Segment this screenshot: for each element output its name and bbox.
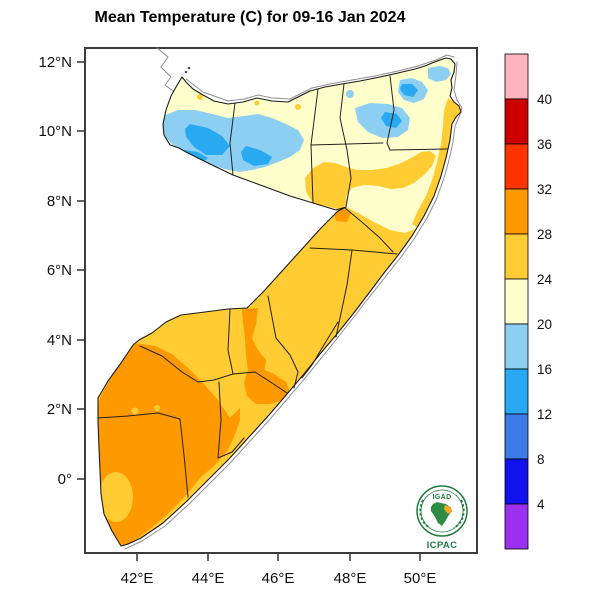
lat-label: 8°N — [47, 193, 72, 210]
temperature-fill-layers — [98, 58, 461, 546]
igad-icpac-logo: IGAD ICPAC — [416, 485, 468, 551]
islet-dot — [184, 70, 188, 74]
lon-label: 46°E — [262, 570, 295, 587]
fill-midblue-cape-b — [400, 84, 418, 97]
fill-orange-stripe — [242, 308, 266, 380]
lat-label: 2°N — [47, 401, 72, 418]
colorbar-label: 24 — [537, 272, 553, 287]
admin-line — [310, 142, 384, 146]
lon-label: 48°E — [334, 570, 367, 587]
admin-line — [344, 207, 394, 253]
fill-gold-dot — [197, 94, 203, 100]
fill-lightblue-east — [355, 103, 410, 138]
colorbar-segment — [504, 188, 529, 235]
admin-line — [232, 371, 288, 394]
colorbar-segment — [504, 143, 529, 190]
colorbar-label: 32 — [537, 182, 552, 197]
colorbar-segment — [504, 53, 529, 100]
fill-lightblue-dot — [346, 90, 354, 98]
colorbar-segment — [504, 98, 529, 145]
logo-igad-text: IGAD — [432, 494, 451, 501]
colorbar-segment — [504, 458, 529, 505]
lat-label: 12°N — [38, 54, 72, 71]
admin-line — [339, 83, 352, 208]
lat-label: 10°N — [38, 123, 72, 140]
fill-midblue-west-a — [185, 124, 230, 155]
admin-line — [386, 75, 395, 144]
lon-label: 44°E — [192, 570, 225, 587]
colorbar-label: 4 — [537, 497, 545, 512]
colorbar-label: 8 — [537, 452, 545, 467]
fill-orange-southwest — [98, 343, 240, 545]
lon-axis — [136, 553, 421, 561]
fill-gold-dot-south — [154, 405, 160, 411]
fill-midblue-west-b — [241, 146, 272, 166]
logo-laurel-right — [453, 499, 465, 529]
admin-boundaries — [97, 75, 448, 498]
lat-label: 6°N — [47, 262, 72, 279]
colorbar-label: 36 — [537, 137, 552, 152]
djibouti-border-line — [156, 47, 181, 95]
fill-orange-shabelle — [244, 368, 290, 404]
fill-gold-dot-south — [131, 407, 139, 415]
logo-horn-highlight — [444, 505, 452, 514]
colorbar-segment — [504, 323, 529, 370]
colorbar-label: 12 — [537, 407, 552, 422]
admin-line — [229, 102, 236, 176]
logo-icpac-text: ICPAC — [427, 540, 458, 551]
colorbar-label: 20 — [537, 317, 552, 332]
admin-line — [217, 381, 222, 459]
colorbar: 40 36 32 28 24 20 16 12 8 4 — [504, 53, 553, 550]
fill-pale-north — [163, 58, 461, 233]
east-south-coastline — [124, 61, 463, 550]
fill-gold-wave — [305, 151, 436, 210]
fill-gold-dot — [254, 100, 260, 106]
colorbar-segment — [504, 413, 529, 460]
colorbar-segment — [504, 233, 529, 280]
lat-axis — [77, 61, 85, 480]
colorbar-segment — [504, 278, 529, 325]
fill-gold-dot — [295, 104, 301, 110]
admin-line — [139, 345, 234, 383]
admin-line — [179, 418, 189, 498]
somalia-border — [97, 57, 462, 547]
colorbar-label: 40 — [537, 92, 552, 107]
islet-dot — [187, 66, 191, 70]
logo-laurel-left — [419, 499, 431, 529]
admin-line — [335, 249, 353, 338]
colorbar-segment — [504, 368, 529, 415]
colorbar-label: 16 — [537, 362, 552, 377]
north-coastline — [185, 54, 455, 102]
lon-label: 50°E — [404, 570, 437, 587]
fill-lightblue-cape-a — [428, 66, 451, 82]
admin-line — [97, 412, 181, 420]
lat-axis-labels: 12°N 10°N 8°N 6°N 4°N 2°N 0° — [38, 54, 72, 488]
fill-gold-hole-west — [99, 472, 133, 522]
fill-orange-notch-spot — [334, 209, 351, 222]
plot-frame — [84, 47, 478, 554]
page-title: Mean Temperature (C) for 09-16 Jan 2024 — [95, 9, 406, 26]
admin-line — [386, 142, 448, 151]
lon-axis-labels: 42°E 44°E 46°E 48°E 50°E — [121, 570, 437, 587]
colorbar-label: 28 — [537, 227, 552, 242]
lat-label: 4°N — [47, 332, 72, 349]
admin-line — [217, 437, 245, 459]
admin-line — [301, 321, 339, 379]
admin-line — [227, 308, 234, 375]
admin-line — [267, 295, 299, 389]
colorbar-segment — [504, 503, 529, 550]
coastline-gray-lines — [124, 47, 463, 550]
lon-label: 42°E — [121, 570, 154, 587]
lat-label: 0° — [58, 471, 72, 488]
fill-gold-necoast-stripe — [412, 98, 461, 228]
